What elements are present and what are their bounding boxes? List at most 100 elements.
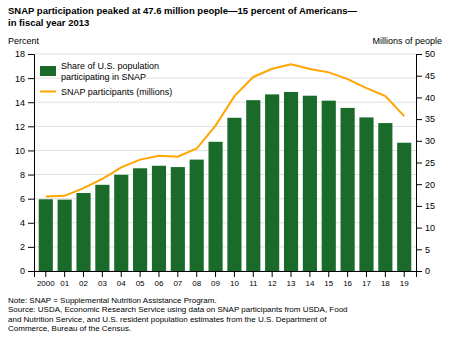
- tick: 6: [20, 194, 34, 204]
- y-axis-title: Percent: [8, 36, 40, 46]
- tick-mark: [416, 97, 422, 98]
- legend-swatch: [40, 66, 56, 76]
- tick-mark: [215, 271, 216, 277]
- tick-mark: [28, 54, 34, 55]
- legend-label: SNAP participants (millions): [61, 87, 172, 97]
- axis-line: [28, 55, 35, 272]
- tick-label: 0: [20, 266, 25, 276]
- tick: 35: [416, 114, 435, 124]
- tick-mark: [416, 76, 422, 77]
- tick-mark: [309, 271, 310, 277]
- tick: 40: [416, 93, 435, 103]
- tick-label: 06: [155, 279, 164, 288]
- tick: 07: [173, 271, 182, 288]
- tick: 2: [20, 242, 34, 252]
- bar: [152, 166, 166, 271]
- tick: 09: [211, 271, 220, 288]
- tick: 50: [416, 49, 435, 59]
- tick-label: 12: [268, 279, 277, 288]
- bar: [303, 96, 317, 271]
- y2-axis-title: Millions of people: [372, 36, 442, 46]
- tick-label: 30: [425, 136, 435, 146]
- tick-label: 03: [98, 279, 107, 288]
- tick-label: 25: [425, 158, 435, 168]
- tick-mark: [347, 271, 348, 277]
- tick-mark: [28, 126, 34, 127]
- tick: 01: [60, 271, 69, 288]
- tick-label: 8: [20, 170, 25, 180]
- grid-line: [34, 126, 416, 127]
- bar: [227, 118, 241, 271]
- tick-mark: [416, 271, 422, 272]
- tick-mark: [253, 271, 254, 277]
- tick: 0: [20, 266, 34, 276]
- tick-mark: [121, 271, 122, 277]
- tick: 16: [343, 271, 352, 288]
- tick-label: 18: [15, 49, 25, 59]
- grid-line: [34, 54, 416, 55]
- tick: 14: [15, 98, 34, 108]
- tick-label: 4: [20, 218, 25, 228]
- grid-line: [34, 150, 416, 151]
- tick-mark: [328, 271, 329, 277]
- tick-label: 35: [425, 114, 435, 124]
- chart: SNAP participation peaked at 47.6 millio…: [0, 0, 450, 338]
- marks: [39, 64, 412, 271]
- tick-mark: [416, 54, 422, 55]
- bar: [246, 100, 260, 271]
- tick: 03: [98, 271, 107, 288]
- tick-mark: [196, 271, 197, 277]
- grid: [34, 54, 416, 271]
- tick-mark: [416, 206, 422, 207]
- tick-mark: [45, 271, 46, 277]
- y2-axis: 05101520253035404550: [416, 49, 435, 276]
- tick: 11: [249, 271, 258, 288]
- legend-swatch: [40, 91, 56, 93]
- tick-mark: [291, 271, 292, 277]
- tick: 8: [20, 170, 34, 180]
- grid-line: [34, 102, 416, 103]
- tick: 12: [268, 271, 277, 288]
- tick: 05: [136, 271, 145, 288]
- tick-label: 10: [15, 146, 25, 156]
- tick: 16: [15, 73, 34, 83]
- tick: 04: [117, 271, 126, 288]
- legend: Share of U.S. populationparticipating in…: [40, 61, 172, 97]
- tick: 10: [416, 223, 435, 233]
- bar: [133, 168, 147, 271]
- tick-label: 45: [425, 71, 435, 81]
- tick-mark: [177, 271, 178, 277]
- tick: 5: [416, 245, 430, 255]
- tick-label: 2: [20, 242, 25, 252]
- tick-mark: [416, 141, 422, 142]
- title: SNAP participation peaked at 47.6 millio…: [8, 5, 357, 28]
- legend-item: Share of U.S. populationparticipating in…: [40, 61, 159, 82]
- bar: [397, 143, 411, 271]
- tick-mark: [28, 247, 34, 248]
- tick-mark: [385, 271, 386, 277]
- legend-label: Share of U.S. populationparticipating in…: [61, 61, 159, 82]
- tick-mark: [404, 271, 405, 277]
- tick: 30: [416, 136, 435, 146]
- tick-mark: [416, 249, 422, 250]
- grid-line: [34, 174, 416, 175]
- tick-label: 6: [20, 194, 25, 204]
- tick-label: 15: [324, 279, 333, 288]
- tick: 4: [20, 218, 34, 228]
- tick-mark: [28, 175, 34, 176]
- tick-label: 18: [381, 279, 390, 288]
- tick: 08: [192, 271, 201, 288]
- tick: 2000: [37, 271, 55, 288]
- grid-line: [34, 198, 416, 199]
- tick: 18: [15, 49, 34, 59]
- grid-line: [34, 222, 416, 223]
- bar: [58, 200, 72, 271]
- tick-label: 20: [425, 180, 435, 190]
- plot: 2000010203040506070809101112131415161718…: [15, 49, 435, 287]
- tick-mark: [28, 199, 34, 200]
- tick-mark: [64, 271, 65, 277]
- tick: 18: [381, 271, 390, 288]
- axis-line: [35, 272, 417, 278]
- tick: 14: [305, 271, 314, 288]
- tick-mark: [28, 150, 34, 151]
